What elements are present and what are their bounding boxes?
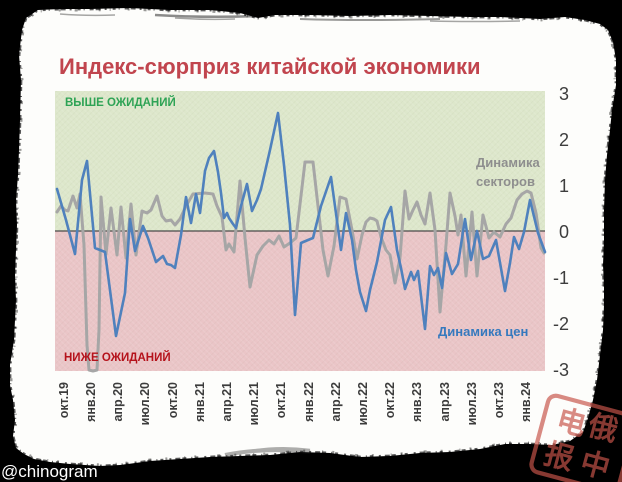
- svg-text:окт.20: окт.20: [166, 382, 180, 418]
- svg-text:-2: -2: [553, 314, 569, 334]
- svg-text:апр.20: апр.20: [111, 382, 125, 422]
- svg-text:янв.21: янв.21: [193, 382, 207, 422]
- svg-text:окт.23: окт.23: [492, 382, 506, 418]
- svg-text:0: 0: [559, 222, 569, 242]
- svg-text:中: 中: [577, 446, 614, 482]
- svg-text:3: 3: [559, 84, 569, 104]
- svg-text:янв.20: янв.20: [84, 382, 98, 422]
- svg-text:окт.22: окт.22: [383, 382, 397, 418]
- svg-text:@chinogram: @chinogram: [1, 462, 98, 481]
- svg-text:июл.23: июл.23: [465, 382, 479, 425]
- svg-text:-1: -1: [553, 268, 569, 288]
- svg-text:Динамика: Динамика: [476, 155, 540, 170]
- svg-text:секторов: секторов: [476, 174, 535, 189]
- svg-text:1: 1: [559, 176, 569, 196]
- svg-text:июл.21: июл.21: [247, 382, 261, 425]
- svg-text:-3: -3: [553, 360, 569, 380]
- svg-text:Индекс-сюрприз китайской эконо: Индекс-сюрприз китайской экономики: [59, 54, 481, 79]
- svg-text:апр.21: апр.21: [220, 382, 234, 422]
- svg-text:окт.21: окт.21: [274, 382, 288, 418]
- svg-text:Динамика цен: Динамика цен: [438, 324, 528, 339]
- svg-text:июл.22: июл.22: [356, 382, 370, 425]
- svg-text:ВЫШЕ ОЖИДАНИЙ: ВЫШЕ ОЖИДАНИЙ: [65, 96, 176, 109]
- svg-text:окт.19: окт.19: [57, 382, 71, 418]
- svg-text:июл.20: июл.20: [138, 382, 152, 425]
- svg-text:апр.22: апр.22: [329, 382, 343, 422]
- svg-text:2: 2: [559, 130, 569, 150]
- svg-text:НИЖЕ ОЖИДАНИЙ: НИЖЕ ОЖИДАНИЙ: [64, 351, 171, 364]
- svg-text:янв.22: янв.22: [302, 382, 316, 422]
- svg-text:янв.24: янв.24: [519, 382, 533, 422]
- svg-text:янв.23: янв.23: [410, 382, 424, 422]
- svg-text:апр.23: апр.23: [438, 382, 452, 422]
